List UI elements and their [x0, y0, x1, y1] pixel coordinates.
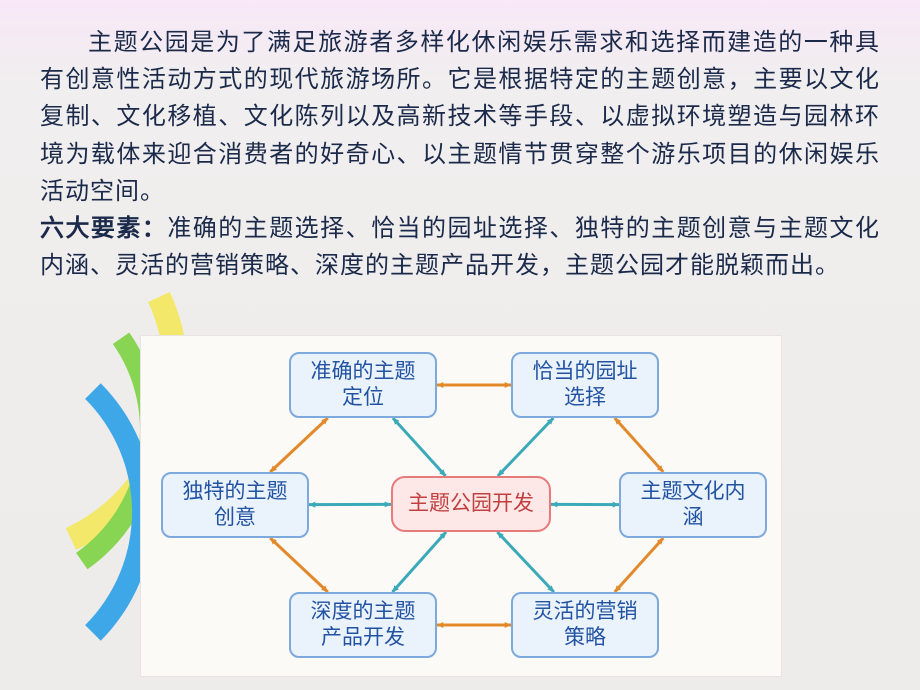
node-bot_r: 灵活的营销 策略 [511, 592, 659, 658]
six-elements-label: 六大要素： [40, 215, 167, 242]
body-text: 主题公园是为了满足旅游者多样化休闲娱乐需求和选择而建造的一种具有创意性活动方式的… [40, 24, 880, 284]
node-top_r: 恰当的园址 选择 [511, 352, 659, 418]
theme-park-diagram: 主题公园开发 准确的主题 定位 恰当的园址 选择独特的主题 创意 主题文化内 涵深度的… [140, 335, 782, 677]
node-top_l: 准确的主题 定位 [289, 352, 437, 418]
node-bot_l: 深度的主题 产品开发 [289, 592, 437, 658]
slide: 主题公园是为了满足旅游者多样化休闲娱乐需求和选择而建造的一种具有创意性活动方式的… [0, 0, 920, 690]
paragraph-1: 主题公园是为了满足旅游者多样化休闲娱乐需求和选择而建造的一种具有创意性活动方式的… [40, 24, 880, 210]
node-right: 主题文化内 涵 [619, 472, 767, 538]
node-center: 主题公园开发 [391, 476, 551, 532]
paragraph-2: 六大要素：准确的主题选择、恰当的园址选择、独特的主题创意与主题文化内涵、灵活的营… [40, 210, 880, 284]
node-left: 独特的主题 创意 [161, 472, 309, 538]
